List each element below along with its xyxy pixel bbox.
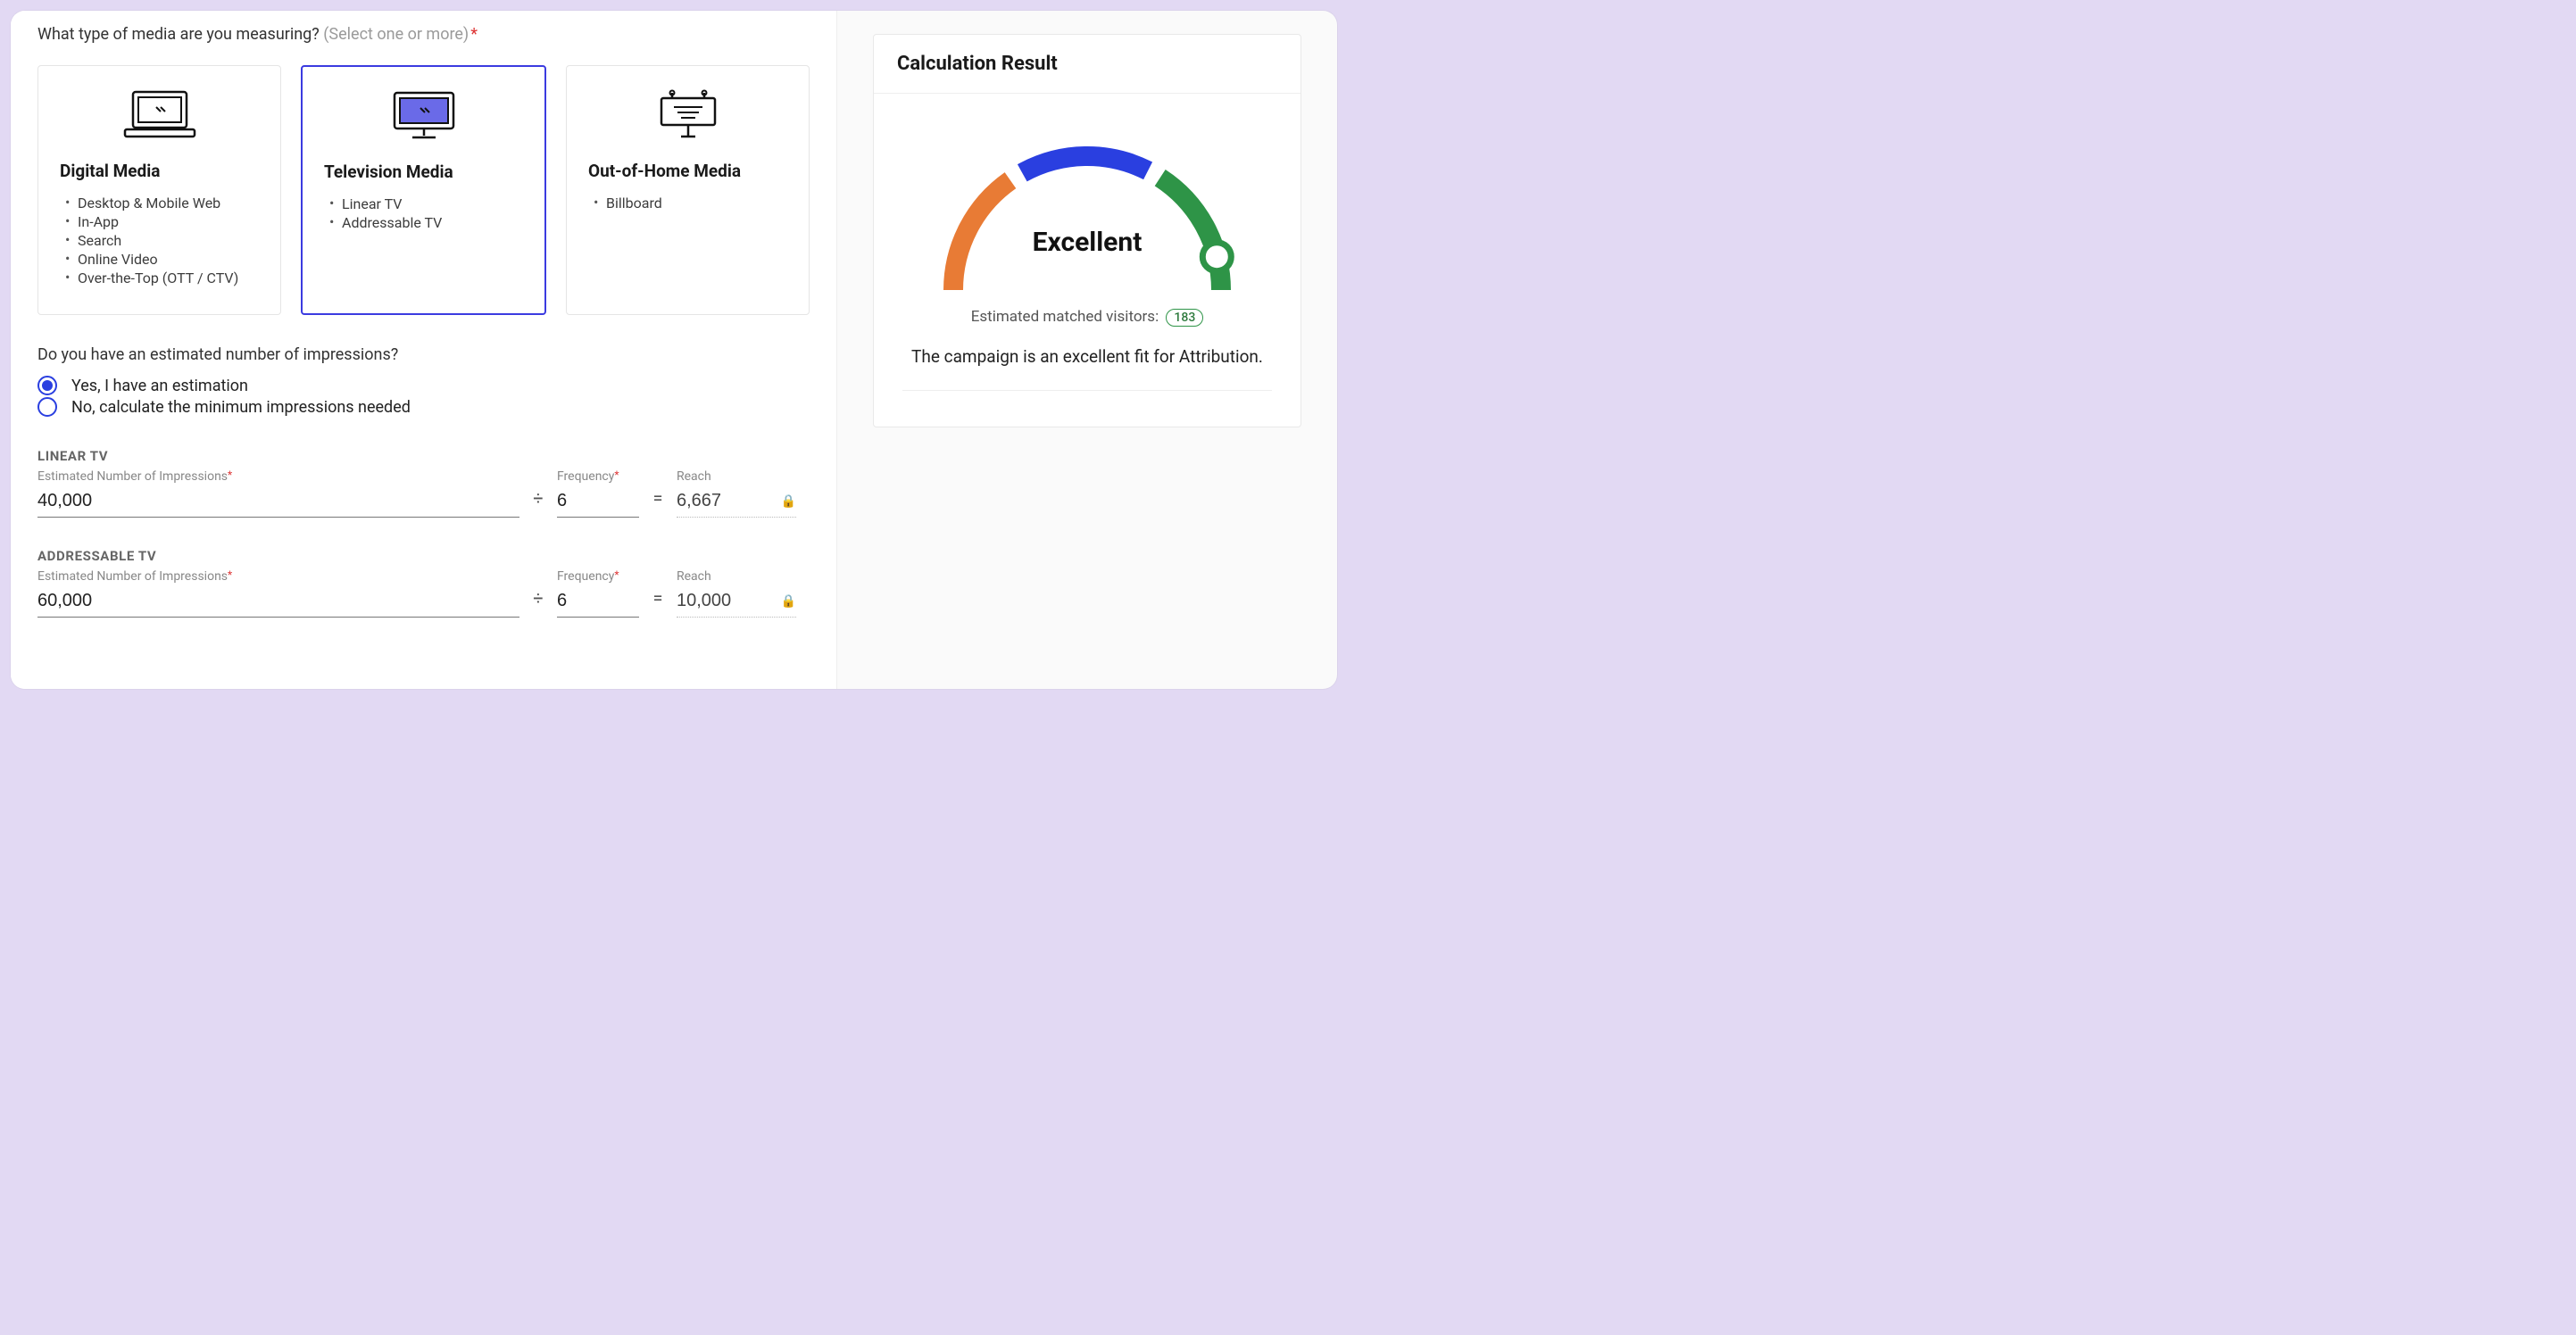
radio-icon bbox=[37, 376, 57, 395]
radio-label: No, calculate the minimum impressions ne… bbox=[71, 398, 411, 417]
matched-badge: 183 bbox=[1166, 309, 1203, 327]
media-cards: Digital Media Desktop & Mobile Web In-Ap… bbox=[37, 65, 810, 315]
matched-row: Estimated matched visitors: 183 bbox=[897, 308, 1277, 327]
reach-field: Reach 🔒 bbox=[677, 469, 796, 518]
card-title: Television Media bbox=[324, 162, 523, 182]
card-title: Digital Media bbox=[60, 161, 259, 181]
field-label: Estimated Number of Impressions* bbox=[37, 469, 519, 484]
card-television-media[interactable]: Television Media Linear TV Addressable T… bbox=[301, 65, 546, 315]
card-items: Desktop & Mobile Web In-App Search Onlin… bbox=[60, 194, 259, 287]
card-item: Linear TV bbox=[329, 195, 523, 213]
result-card: Calculation Result Excellent Estimated m… bbox=[873, 34, 1301, 427]
card-digital-media[interactable]: Digital Media Desktop & Mobile Web In-Ap… bbox=[37, 65, 281, 315]
card-title: Out-of-Home Media bbox=[588, 161, 787, 181]
frequency-input[interactable] bbox=[557, 487, 639, 518]
required-star: * bbox=[228, 568, 232, 581]
impressions-question: Do you have an estimated number of impre… bbox=[37, 345, 810, 364]
radio-icon bbox=[37, 397, 57, 417]
divider bbox=[902, 390, 1272, 391]
lock-icon: 🔒 bbox=[781, 494, 796, 509]
field-label: Reach bbox=[677, 569, 796, 584]
field-label: Frequency* bbox=[557, 569, 639, 584]
field-label-text: Estimated Number of Impressions bbox=[37, 469, 228, 484]
field-label: Reach bbox=[677, 469, 796, 484]
reach-output bbox=[677, 587, 796, 618]
frequency-field: Frequency* bbox=[557, 469, 639, 518]
divide-symbol: ÷ bbox=[530, 587, 546, 618]
result-title: Calculation Result bbox=[874, 35, 1300, 94]
card-items: Billboard bbox=[588, 194, 787, 212]
divide-symbol: ÷ bbox=[530, 487, 546, 518]
section-label: ADDRESSABLE TV bbox=[37, 548, 810, 564]
field-label: Frequency* bbox=[557, 469, 639, 484]
tv-icon bbox=[324, 88, 523, 142]
field-label-text: Frequency bbox=[557, 469, 614, 484]
field-label: Estimated Number of Impressions* bbox=[37, 569, 519, 584]
matched-label: Estimated matched visitors: bbox=[971, 308, 1159, 326]
card-item: Billboard bbox=[594, 194, 787, 212]
fit-text: The campaign is an excellent fit for Att… bbox=[897, 346, 1277, 367]
card-item: Addressable TV bbox=[329, 213, 523, 232]
field-label-text: Frequency bbox=[557, 569, 614, 584]
billboard-icon bbox=[588, 87, 787, 141]
radio-yes[interactable]: Yes, I have an estimation bbox=[37, 375, 810, 396]
card-ooh-media[interactable]: Out-of-Home Media Billboard bbox=[566, 65, 810, 315]
frequency-field: Frequency* bbox=[557, 569, 639, 618]
impressions-input[interactable] bbox=[37, 587, 519, 618]
question-text: What type of media are you measuring? bbox=[37, 25, 320, 44]
result-pane: Calculation Result Excellent Estimated m… bbox=[837, 11, 1337, 689]
required-star: * bbox=[228, 468, 232, 481]
impressions-radios: Yes, I have an estimation No, calculate … bbox=[37, 375, 810, 418]
card-item: Desktop & Mobile Web bbox=[65, 194, 259, 212]
frequency-input[interactable] bbox=[557, 587, 639, 618]
media-type-question: What type of media are you measuring? (S… bbox=[37, 25, 810, 44]
gauge: Excellent bbox=[927, 120, 1248, 299]
main-panel: What type of media are you measuring? (S… bbox=[11, 11, 1337, 689]
card-item: Over-the-Top (OTT / CTV) bbox=[65, 269, 259, 287]
reach-field: Reach 🔒 bbox=[677, 569, 796, 618]
card-item: Search bbox=[65, 231, 259, 250]
required-star: * bbox=[614, 568, 619, 581]
card-item: Online Video bbox=[65, 250, 259, 269]
fields-row-addressable: Estimated Number of Impressions* ÷ Frequ… bbox=[37, 569, 810, 618]
fields-row-linear: Estimated Number of Impressions* ÷ Frequ… bbox=[37, 469, 810, 518]
impressions-field: Estimated Number of Impressions* bbox=[37, 569, 519, 618]
result-body: Excellent Estimated matched visitors: 18… bbox=[874, 94, 1300, 427]
field-label-text: Estimated Number of Impressions bbox=[37, 569, 228, 584]
required-star: * bbox=[614, 468, 619, 481]
impressions-field: Estimated Number of Impressions* bbox=[37, 469, 519, 518]
card-items: Linear TV Addressable TV bbox=[324, 195, 523, 232]
equals-symbol: = bbox=[650, 487, 666, 518]
gauge-rating: Excellent bbox=[927, 227, 1248, 258]
impressions-input[interactable] bbox=[37, 487, 519, 518]
form-pane: What type of media are you measuring? (S… bbox=[11, 11, 837, 689]
reach-output bbox=[677, 487, 796, 518]
section-label: LINEAR TV bbox=[37, 448, 810, 464]
laptop-icon bbox=[60, 87, 259, 141]
card-item: In-App bbox=[65, 212, 259, 231]
radio-label: Yes, I have an estimation bbox=[71, 377, 248, 395]
equals-symbol: = bbox=[650, 587, 666, 618]
required-marker: * bbox=[470, 25, 478, 44]
radio-no[interactable]: No, calculate the minimum impressions ne… bbox=[37, 396, 810, 418]
question-hint: (Select one or more) bbox=[323, 25, 469, 44]
lock-icon: 🔒 bbox=[781, 594, 796, 609]
